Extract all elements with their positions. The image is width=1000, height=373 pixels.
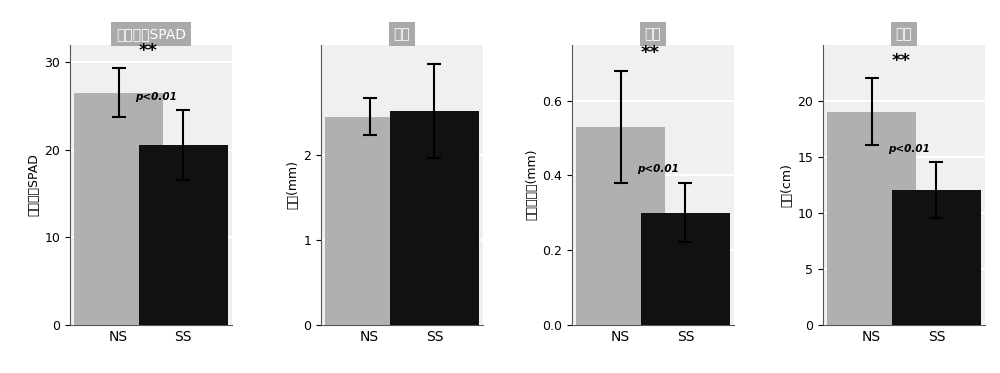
Bar	[827, 112, 916, 325]
Text: p<0.01: p<0.01	[637, 164, 679, 174]
Title: 鲜重: 鲜重	[645, 27, 661, 41]
Bar	[325, 117, 414, 325]
Title: 光合强度SPAD: 光合强度SPAD	[116, 27, 186, 41]
Bar	[892, 190, 981, 325]
Bar	[139, 145, 228, 325]
Bar	[74, 93, 163, 325]
Text: **: **	[640, 44, 659, 62]
Bar	[576, 127, 665, 325]
Y-axis label: 茎粗(mm): 茎粗(mm)	[286, 160, 299, 209]
Text: p<0.01: p<0.01	[135, 92, 177, 102]
Text: **: **	[891, 52, 910, 70]
Text: **: **	[138, 42, 157, 60]
Y-axis label: 光合强度SPAD: 光合强度SPAD	[27, 153, 40, 216]
Title: 茎粗: 茎粗	[394, 27, 410, 41]
Bar	[641, 213, 730, 325]
Y-axis label: 地上部鲜重(mm): 地上部鲜重(mm)	[525, 149, 538, 220]
Bar	[390, 111, 479, 325]
Title: 株高: 株高	[896, 27, 912, 41]
Y-axis label: 株高(cm): 株高(cm)	[780, 163, 793, 207]
Text: p<0.01: p<0.01	[888, 144, 930, 154]
